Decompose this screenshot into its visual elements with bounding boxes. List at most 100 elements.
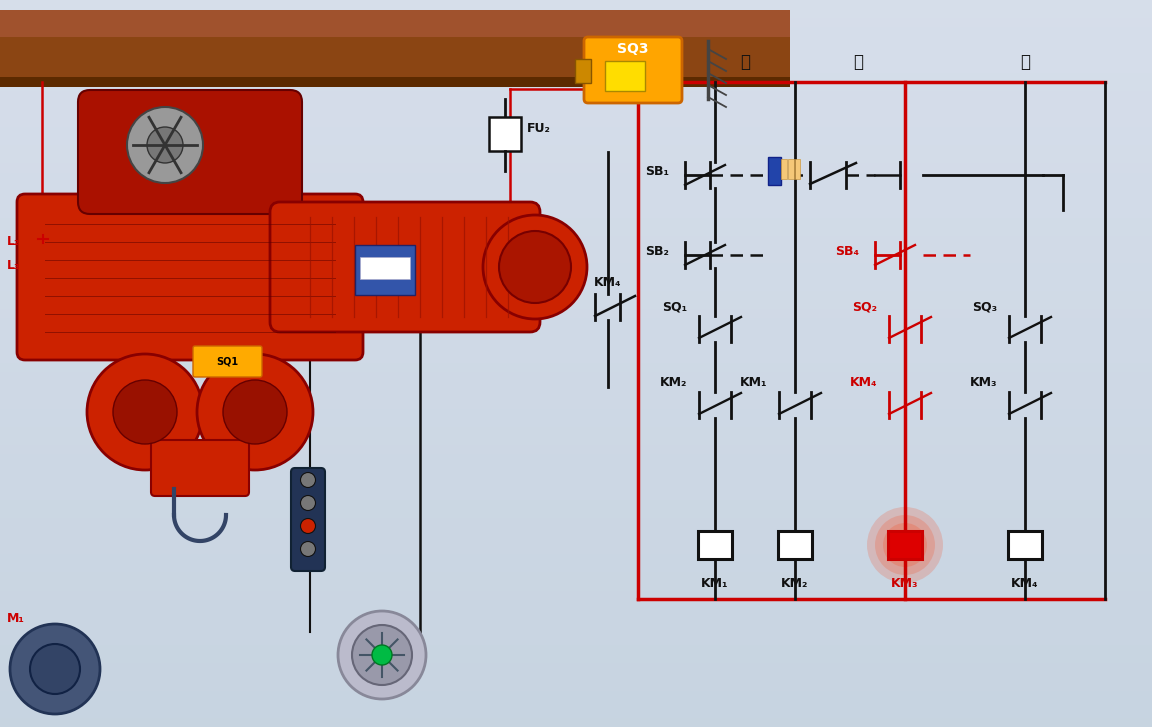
Bar (781, 159, 787, 179)
Circle shape (147, 127, 183, 163)
Bar (0, 0, 1152, 9)
Bar (0, 372, 1152, 382)
Bar (795, 159, 801, 179)
Circle shape (127, 107, 203, 183)
Circle shape (338, 611, 426, 699)
Bar (0, 36, 1152, 45)
Bar (0, 473, 1152, 481)
Bar (888, 531, 922, 559)
Bar (0, 491, 1152, 499)
FancyBboxPatch shape (584, 37, 682, 103)
Bar (0, 300, 1152, 309)
Bar (0, 663, 1152, 672)
Bar (0, 454, 1152, 463)
Bar (0, 672, 1152, 681)
Bar (0, 618, 1152, 627)
Text: L₃: L₃ (7, 259, 21, 272)
Bar (0, 218, 1152, 227)
Bar (0, 463, 1152, 473)
Circle shape (301, 473, 316, 488)
Circle shape (113, 380, 177, 444)
Bar (0, 200, 1152, 209)
Text: SQ₂: SQ₂ (852, 300, 877, 313)
Text: KM₂: KM₂ (781, 577, 809, 590)
Bar (0, 345, 1152, 354)
Bar (0, 45, 1152, 55)
Circle shape (353, 625, 412, 685)
Bar (0, 590, 1152, 600)
Text: SB₄: SB₄ (835, 246, 859, 259)
Bar (605, 61, 645, 91)
Bar (1008, 531, 1043, 559)
Bar (0, 27, 1152, 36)
Bar (0, 645, 1152, 654)
Bar (0, 718, 1152, 727)
Text: SQ₃: SQ₃ (972, 300, 996, 313)
Bar (0, 327, 1152, 336)
Text: KM₃: KM₃ (970, 376, 996, 389)
Text: 右: 右 (1020, 53, 1030, 71)
Bar (488, 117, 521, 151)
Circle shape (301, 542, 316, 556)
Circle shape (867, 507, 943, 583)
Bar (0, 245, 1152, 254)
Circle shape (88, 354, 203, 470)
Text: 下: 下 (740, 53, 750, 71)
Bar (0, 309, 1152, 318)
FancyBboxPatch shape (151, 440, 249, 496)
Bar (0, 136, 1152, 145)
Bar (0, 55, 1152, 63)
Bar (0, 91, 1152, 100)
Bar (0, 699, 1152, 709)
Bar (0, 527, 1152, 536)
Bar (0, 273, 1152, 281)
FancyBboxPatch shape (194, 346, 262, 377)
Bar (0, 418, 1152, 427)
Bar (0, 400, 1152, 409)
Bar (0, 227, 1152, 236)
Circle shape (483, 215, 588, 319)
Bar (0, 509, 1152, 518)
FancyBboxPatch shape (291, 468, 325, 571)
Bar (0, 182, 1152, 190)
Bar (0, 582, 1152, 590)
Bar (0, 382, 1152, 390)
Text: KM₄: KM₄ (594, 276, 622, 289)
Bar (0, 691, 1152, 699)
Bar (0, 291, 1152, 300)
Bar (0, 10, 790, 37)
Text: SB₁: SB₁ (645, 166, 669, 179)
Bar (0, 127, 1152, 136)
Bar (0, 18, 1152, 27)
Bar (0, 681, 1152, 691)
Bar (0, 109, 1152, 118)
Circle shape (223, 380, 287, 444)
Bar (359, 257, 410, 279)
Bar (0, 608, 1152, 618)
Bar (0, 281, 1152, 291)
Bar (0, 518, 1152, 527)
Text: KM₁: KM₁ (702, 577, 729, 590)
Bar (0, 263, 1152, 273)
Bar (0, 654, 1152, 663)
Bar (0, 436, 1152, 445)
Bar (0, 73, 1152, 81)
Circle shape (10, 624, 100, 714)
Text: SQ1: SQ1 (215, 356, 238, 366)
Bar (0, 63, 1152, 73)
Text: FU₂: FU₂ (526, 123, 551, 135)
Circle shape (499, 231, 571, 303)
Text: L₂: L₂ (7, 235, 21, 248)
Bar (0, 118, 1152, 127)
Bar (0, 481, 1152, 491)
Bar (0, 154, 1152, 164)
Circle shape (301, 496, 316, 510)
Text: SB₂: SB₂ (645, 246, 669, 259)
Circle shape (882, 523, 927, 567)
Circle shape (301, 518, 316, 534)
Bar (575, 59, 591, 83)
Circle shape (876, 515, 935, 575)
Bar (0, 77, 790, 87)
Bar (355, 245, 415, 295)
Bar (0, 445, 1152, 454)
